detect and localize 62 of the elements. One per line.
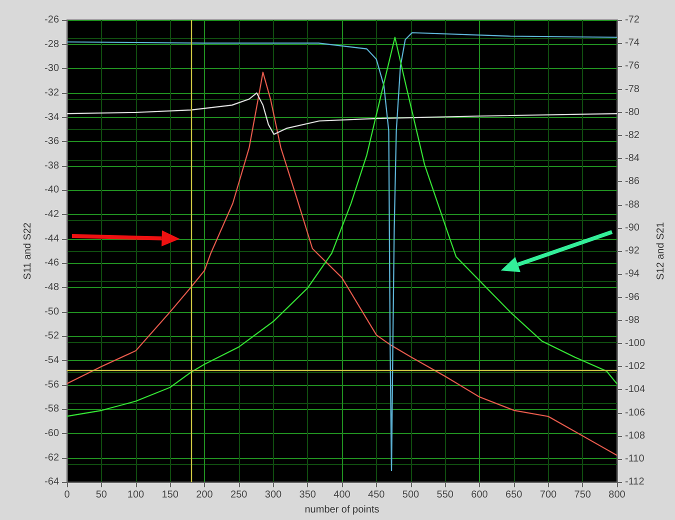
y2-tick-label: -106 <box>625 407 646 418</box>
y2-tick-label: -94 <box>625 268 640 280</box>
x-tick-label: 50 <box>96 490 108 501</box>
x-tick-label: 650 <box>506 490 523 501</box>
y-tick-label: -46 <box>44 258 60 269</box>
y-tick-label: -52 <box>44 330 60 342</box>
x-tick-label: 300 <box>264 490 282 501</box>
y-tick-label: -50 <box>44 306 60 318</box>
y2-tick-label: -102 <box>625 361 646 372</box>
x-tick-label: 600 <box>471 490 488 501</box>
y2-tick-label: -86 <box>625 176 640 188</box>
x-axis-title: number of points <box>304 504 380 516</box>
y2-tick-label: -100 <box>625 338 646 349</box>
y2-tick-label: -90 <box>625 222 640 234</box>
y-tick-label: -58 <box>44 404 60 415</box>
y-tick-label: -30 <box>44 63 60 74</box>
y-tick-label: -36 <box>44 136 60 148</box>
y2-tick-label: -108 <box>625 430 646 442</box>
y2-tick-label: -76 <box>625 60 640 72</box>
x-tick-label: 100 <box>127 490 145 501</box>
y-tick-label: -48 <box>44 282 60 294</box>
y2-tick-label: -110 <box>625 453 645 464</box>
y2-tick-label: -84 <box>625 153 640 164</box>
y2-tick-label: -82 <box>625 130 640 142</box>
y-tick-label: -56 <box>44 379 60 390</box>
y-tick-label: -38 <box>44 160 60 172</box>
y2-tick-label: -72 <box>625 14 640 26</box>
y2-tick-label: -104 <box>625 384 646 396</box>
x-tick-label: 200 <box>196 490 214 501</box>
y2-tick-label: -92 <box>625 246 640 257</box>
y-tick-label: -54 <box>44 354 60 366</box>
x-tick-label: 350 <box>299 490 316 501</box>
x-tick-label: 0 <box>64 490 70 501</box>
y2-tick-label: -78 <box>625 84 640 95</box>
y-tick-label: -44 <box>44 233 60 244</box>
y-tick-label: -40 <box>44 184 60 196</box>
x-tick-label: 450 <box>368 490 386 501</box>
x-tick-label: 550 <box>436 490 454 501</box>
y2-tick-label: -98 <box>625 314 640 326</box>
x-tick-label: 750 <box>574 490 592 501</box>
y-tick-label: -28 <box>44 38 60 50</box>
x-tick-label: 250 <box>230 490 248 501</box>
line-series <box>66 92 618 135</box>
y-tick-label: -64 <box>44 476 60 488</box>
y-tick-label: -26 <box>44 14 60 26</box>
y-tick-label: -60 <box>44 428 60 439</box>
y2-axis-title: S12 and S21 <box>655 222 666 280</box>
x-tick-label: 400 <box>334 490 351 501</box>
x-tick-label: 500 <box>402 490 420 501</box>
x-tick-label: 150 <box>162 490 179 501</box>
y2-tick-label: -80 <box>625 106 640 118</box>
y-tick-label: -42 <box>44 209 60 220</box>
y-tick-label: -32 <box>44 87 60 98</box>
x-tick-label: 700 <box>540 490 558 501</box>
y-tick-label: -62 <box>44 452 60 464</box>
y2-tick-label: -112 <box>625 476 645 488</box>
y2-tick-label: -74 <box>625 38 640 49</box>
y2-tick-label: -96 <box>625 292 640 303</box>
y-tick-label: -34 <box>44 112 60 123</box>
x-tick-label: 800 <box>608 490 626 501</box>
y2-tick-label: -88 <box>625 199 640 210</box>
y-axis-title: S11 and S22 <box>22 222 34 280</box>
